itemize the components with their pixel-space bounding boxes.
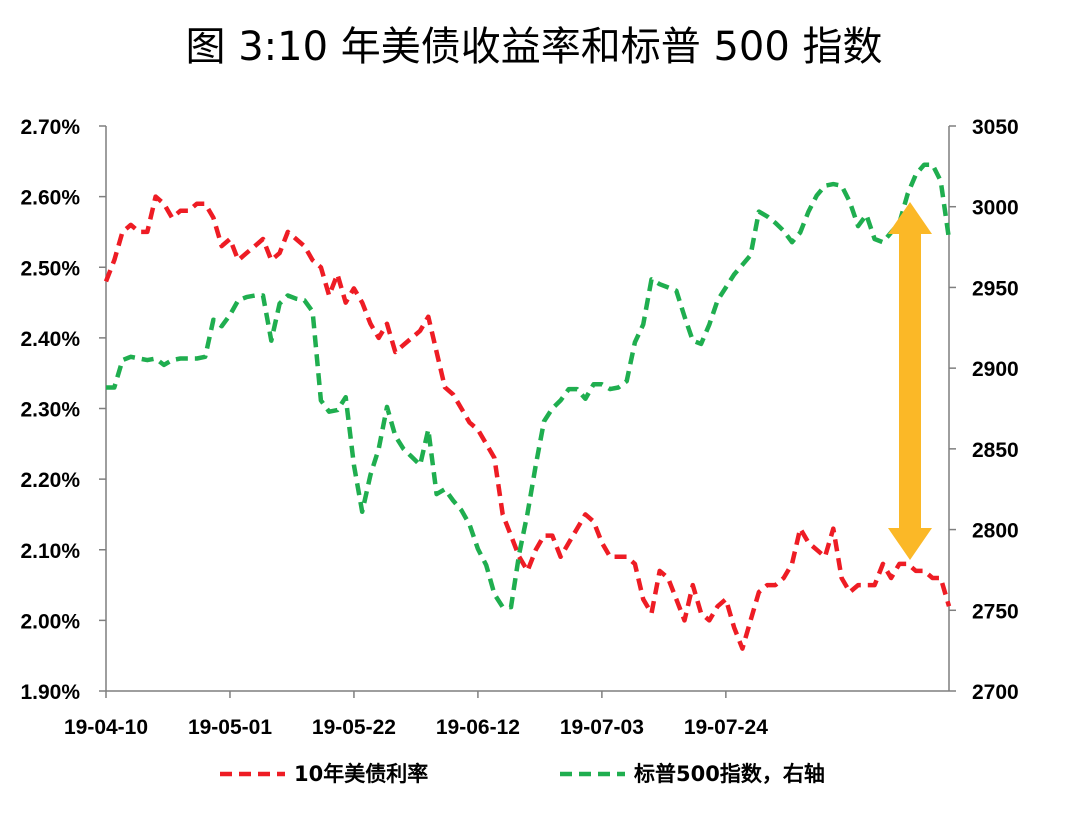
spx-line	[106, 162, 952, 610]
arrow-head-down	[888, 528, 932, 560]
left-tick-label: 2.70%	[20, 116, 80, 139]
right-tick-label: 2800	[972, 520, 1019, 543]
x-tick-label: 19-07-24	[684, 716, 768, 739]
left-tick-label: 2.30%	[20, 399, 80, 422]
yield-line	[103, 194, 952, 651]
left-tick-label: 2.10%	[20, 540, 80, 563]
double-arrow-annotation	[888, 202, 932, 560]
arrow-shaft	[899, 232, 921, 530]
tick-labels: 1.90% 2.00% 2.10% 2.20% 2.30% 2.40% 2.50% 2.60%…	[20, 116, 1018, 739]
right-tick-label: 3000	[972, 197, 1019, 220]
chart-title: 图 3:10 年美债收益率和标普 500 指数	[185, 24, 883, 70]
arrow-head-up	[888, 202, 932, 234]
right-tick-label: 3050	[972, 116, 1019, 139]
left-tick-label: 2.40%	[20, 328, 80, 351]
right-tick-label: 2700	[972, 681, 1019, 704]
legend-label-yield: 10年美债利率	[294, 762, 428, 786]
x-tick-label: 19-07-03	[560, 716, 644, 739]
left-tick-label: 2.60%	[20, 187, 80, 210]
legend-label-spx: 标普500指数，右轴	[634, 762, 825, 786]
x-tick-label: 19-05-01	[188, 716, 272, 739]
x-tick-label: 19-06-12	[436, 716, 520, 739]
left-tick-label: 2.50%	[20, 257, 80, 280]
series-lines	[103, 162, 952, 651]
left-tick-label: 2.00%	[20, 610, 80, 633]
x-tick-label: 19-04-10	[64, 716, 148, 739]
axes	[99, 125, 956, 698]
x-tick-label: 19-05-22	[312, 716, 396, 739]
right-tick-label: 2950	[972, 277, 1019, 300]
right-tick-label: 2750	[972, 600, 1019, 623]
legend: 10年美债利率 标普500指数，右轴	[220, 762, 825, 786]
right-tick-label: 2850	[972, 439, 1019, 462]
left-tick-label: 2.20%	[20, 469, 80, 492]
right-tick-label: 2900	[972, 358, 1019, 381]
left-tick-label: 1.90%	[20, 681, 80, 704]
